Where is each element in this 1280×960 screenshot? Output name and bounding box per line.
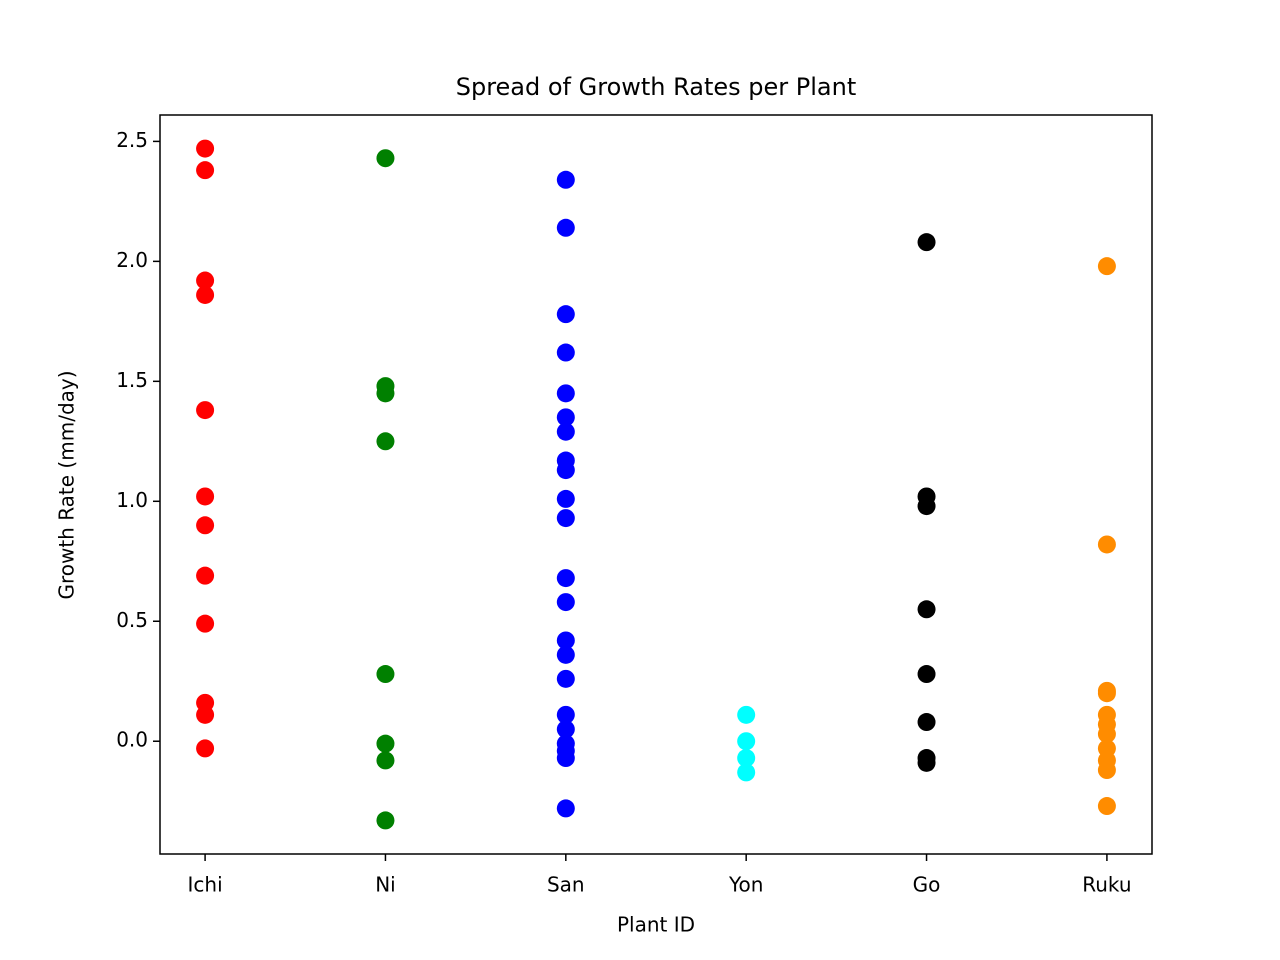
point bbox=[556, 645, 575, 664]
point bbox=[1097, 761, 1116, 780]
point bbox=[196, 285, 215, 304]
point bbox=[556, 593, 575, 612]
point bbox=[917, 665, 936, 684]
y-tick-label: 0.5 bbox=[116, 608, 148, 632]
point bbox=[376, 149, 395, 168]
point bbox=[376, 751, 395, 770]
y-tick-label: 0.0 bbox=[116, 728, 148, 752]
chart-title: Spread of Growth Rates per Plant bbox=[456, 73, 857, 101]
point bbox=[196, 705, 215, 724]
point bbox=[196, 516, 215, 535]
x-tick-label: Go bbox=[913, 873, 941, 897]
point bbox=[1097, 725, 1116, 744]
x-tick-label: Ichi bbox=[188, 873, 223, 897]
point bbox=[556, 509, 575, 528]
point bbox=[1097, 684, 1116, 703]
point bbox=[376, 665, 395, 684]
point bbox=[556, 569, 575, 588]
point bbox=[556, 489, 575, 508]
point bbox=[196, 161, 215, 180]
point bbox=[556, 705, 575, 724]
point bbox=[1097, 535, 1116, 554]
point bbox=[556, 170, 575, 189]
plot-frame bbox=[159, 114, 1153, 855]
x-axis-label: Plant ID bbox=[617, 913, 695, 937]
point bbox=[737, 732, 756, 751]
point bbox=[556, 384, 575, 403]
y-tick-label: 2.5 bbox=[116, 128, 148, 152]
point bbox=[917, 713, 936, 732]
y-tick-label: 2.0 bbox=[116, 248, 148, 272]
point bbox=[376, 432, 395, 451]
point bbox=[196, 739, 215, 758]
point bbox=[1097, 257, 1116, 276]
point bbox=[556, 422, 575, 441]
point bbox=[376, 384, 395, 403]
point bbox=[556, 305, 575, 324]
point bbox=[737, 763, 756, 782]
y-axis-label: Growth Rate (mm/day) bbox=[55, 370, 79, 599]
point bbox=[556, 343, 575, 362]
point bbox=[196, 139, 215, 158]
point bbox=[556, 631, 575, 650]
y-tick-label: 1.0 bbox=[116, 488, 148, 512]
point bbox=[917, 753, 936, 772]
point bbox=[556, 218, 575, 237]
point bbox=[196, 614, 215, 633]
point bbox=[376, 811, 395, 830]
point bbox=[196, 401, 215, 420]
point bbox=[917, 497, 936, 516]
point bbox=[376, 734, 395, 753]
point bbox=[556, 720, 575, 739]
point bbox=[196, 271, 215, 290]
point bbox=[196, 487, 215, 506]
point bbox=[917, 233, 936, 252]
point bbox=[556, 408, 575, 427]
point bbox=[556, 669, 575, 688]
point bbox=[737, 705, 756, 724]
x-tick-label: Yon bbox=[728, 873, 763, 897]
point bbox=[196, 566, 215, 585]
x-tick-label: San bbox=[547, 873, 585, 897]
point bbox=[556, 749, 575, 768]
point bbox=[556, 799, 575, 818]
point bbox=[737, 749, 756, 768]
point bbox=[917, 600, 936, 619]
x-tick-label: Ruku bbox=[1082, 873, 1131, 897]
point bbox=[1097, 797, 1116, 816]
y-tick-label: 1.5 bbox=[116, 368, 148, 392]
point bbox=[556, 461, 575, 480]
x-tick-label: Ni bbox=[375, 873, 396, 897]
